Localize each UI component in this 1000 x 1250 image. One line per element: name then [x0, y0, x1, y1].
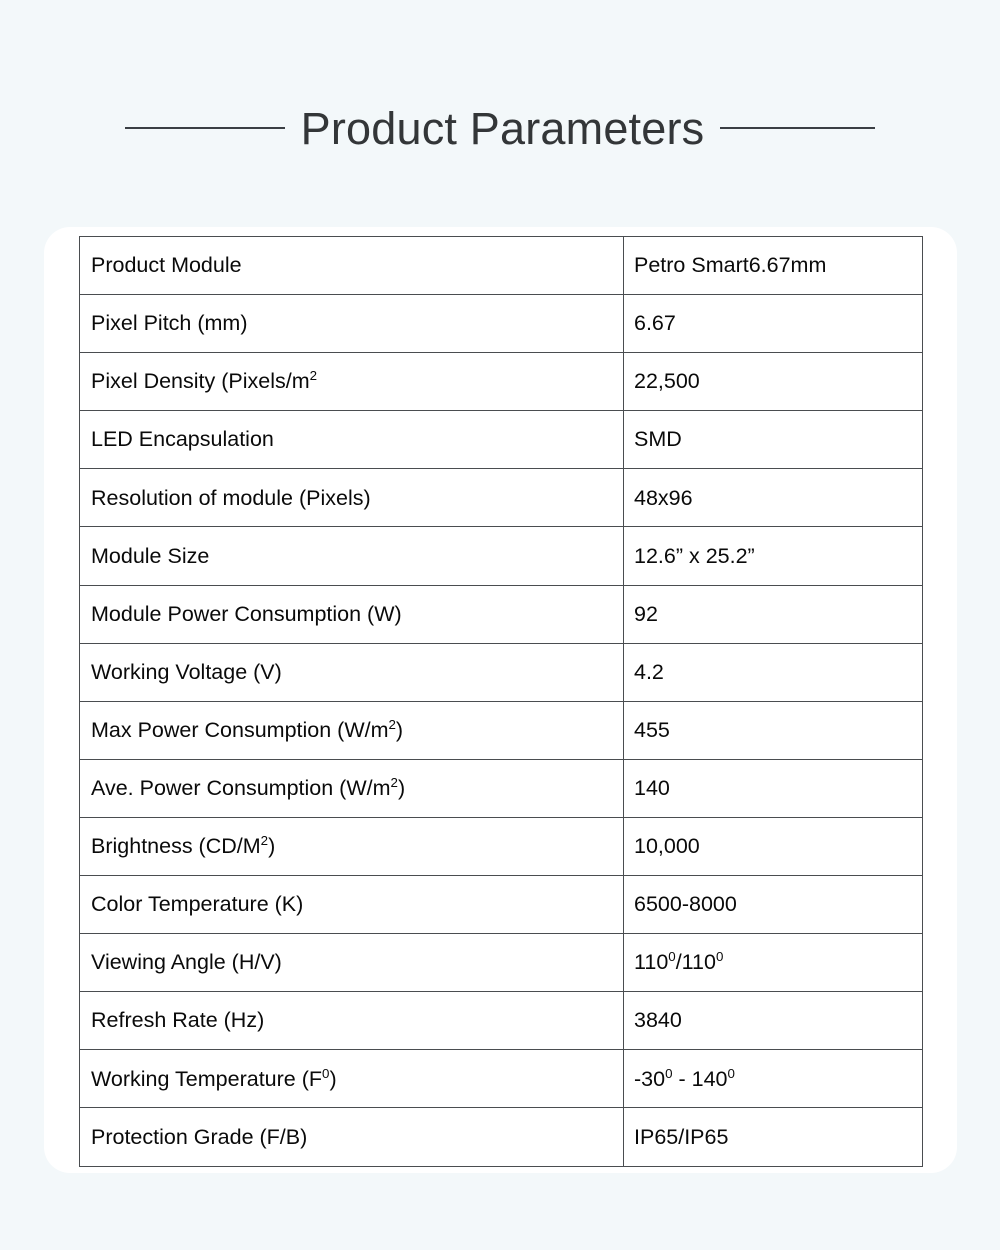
- table-row: Viewing Angle (H/V) 1100/1100: [79, 933, 923, 993]
- spec-label-cell: Color Temperature (K): [79, 875, 624, 935]
- spec-label-cell: Module Size: [79, 526, 624, 586]
- spec-label-cell: Product Module: [79, 235, 624, 296]
- spec-label-cell: Protection Grade (F/B): [79, 1107, 624, 1167]
- spec-label-cell: Module Power Consumption (W): [79, 584, 624, 644]
- table-row: Product Module Petro Smart6.67mm: [79, 235, 923, 296]
- table-row: Protection Grade (F/B) IP65/IP65: [79, 1107, 923, 1167]
- spec-value-cell: 12.6” x 25.2”: [623, 526, 923, 586]
- table-row: Working Voltage (V) 4.2: [79, 642, 923, 702]
- superscript: 2: [309, 368, 318, 384]
- spec-label-cell: LED Encapsulation: [79, 410, 624, 470]
- superscript: 0: [727, 1065, 735, 1081]
- product-parameters-table: Product Module Petro Smart6.67mm Pixel Pit…: [79, 235, 923, 1167]
- spec-label-cell: Max Power Consumption (W/m2): [79, 700, 624, 760]
- superscript: 0: [665, 1065, 673, 1081]
- table-row: Refresh Rate (Hz) 3840: [79, 991, 923, 1051]
- superscript: 2: [388, 716, 396, 732]
- spec-label-cell: Pixel Pitch (mm): [79, 294, 624, 354]
- table-row: Working Temperature (F0) -300 - 1400: [79, 1049, 923, 1109]
- table-row: Max Power Consumption (W/m2) 455: [79, 700, 923, 760]
- title-rule-left: [124, 127, 285, 129]
- spec-value-cell: 48x96: [623, 468, 923, 528]
- spec-value-cell: 6500-8000: [623, 875, 923, 935]
- table-row: Ave. Power Consumption (W/m2) 140: [79, 758, 923, 818]
- spec-label-cell: Refresh Rate (Hz): [79, 991, 624, 1051]
- table-row: Brightness (CD/M2) 10,000: [79, 816, 923, 877]
- table-row: Module Size 12.6” x 25.2”: [79, 526, 923, 586]
- spec-value-cell: 3840: [623, 991, 923, 1051]
- spec-value-cell: 22,500: [623, 352, 923, 412]
- spec-value-cell: Petro Smart6.67mm: [623, 235, 923, 296]
- spec-label-cell: Ave. Power Consumption (W/m2): [79, 758, 624, 818]
- spec-label-cell: Working Voltage (V): [79, 642, 624, 702]
- title-rule-right: [720, 127, 876, 129]
- spec-label-cell: Brightness (CD/M2): [79, 816, 624, 877]
- spec-value-cell: 455: [623, 700, 923, 760]
- table-row: Module Power Consumption (W) 92: [79, 584, 923, 644]
- spec-value-cell: 1100/1100: [623, 933, 923, 993]
- superscript: 2: [260, 832, 269, 848]
- spec-value-cell: 6.67: [623, 294, 923, 354]
- spec-value-cell: 92: [623, 584, 923, 644]
- spec-label-cell: Resolution of module (Pixels): [79, 468, 624, 528]
- superscript: 0: [668, 949, 676, 965]
- spec-value-cell: IP65/IP65: [623, 1107, 923, 1167]
- spec-value-cell: -300 - 1400: [623, 1049, 923, 1109]
- table-body: Product Module Petro Smart6.67mm Pixel Pit…: [79, 235, 923, 1167]
- spec-label-cell: Viewing Angle (H/V): [79, 933, 624, 993]
- table-row: Pixel Pitch (mm) 6.67: [79, 294, 923, 354]
- spec-value-cell: 10,000: [623, 816, 923, 877]
- table-row: Resolution of module (Pixels) 48x96: [79, 468, 923, 528]
- superscript: 0: [322, 1065, 330, 1081]
- page-title-block: Product Parameters: [0, 96, 1000, 160]
- spec-value-cell: 4.2: [623, 642, 923, 702]
- spec-value-cell: SMD: [623, 410, 923, 470]
- superscript: 0: [715, 949, 724, 965]
- page-title: Product Parameters: [300, 102, 705, 154]
- table-row: Color Temperature (K) 6500-8000: [79, 875, 923, 935]
- table-row: Pixel Density (Pixels/m2 22,500: [79, 352, 923, 412]
- superscript: 2: [390, 774, 398, 790]
- spec-label-cell: Working Temperature (F0): [79, 1049, 624, 1109]
- table-row: LED Encapsulation SMD: [79, 410, 923, 470]
- spec-value-cell: 140: [623, 758, 923, 818]
- spec-label-cell: Pixel Density (Pixels/m2: [79, 352, 624, 412]
